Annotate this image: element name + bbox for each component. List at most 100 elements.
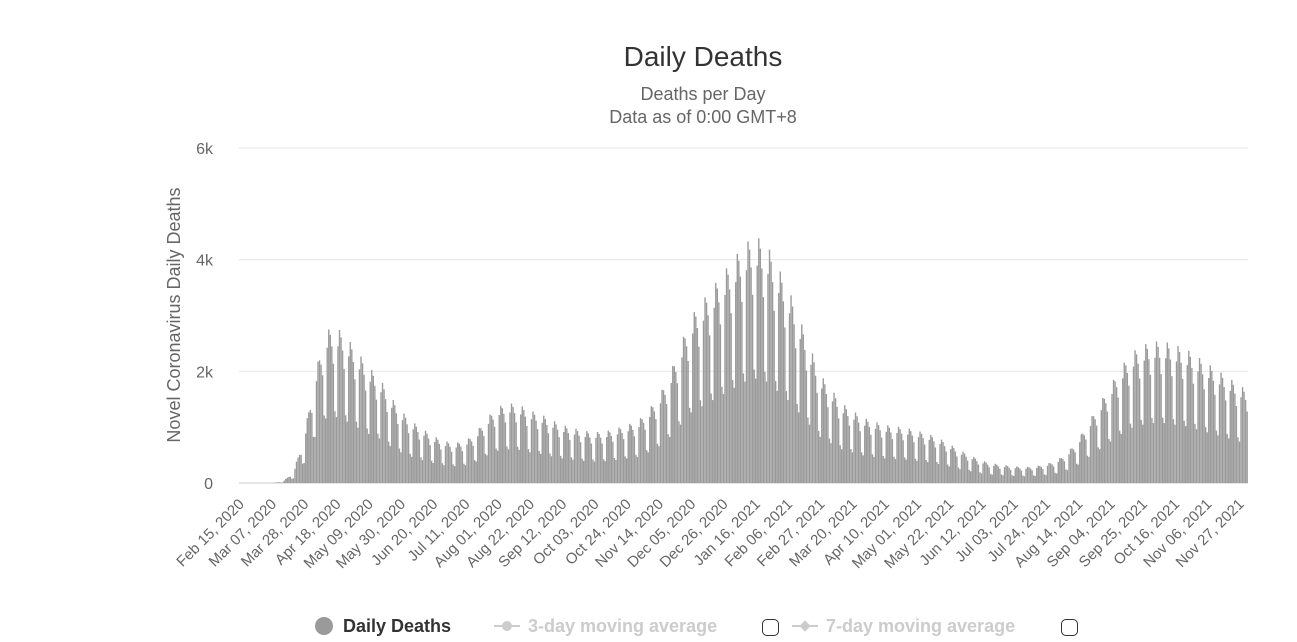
daily-deaths-bar[interactable] [435,437,437,483]
daily-deaths-bar[interactable] [1166,342,1168,483]
daily-deaths-bar[interactable] [927,462,929,483]
daily-deaths-bar[interactable] [750,267,752,483]
daily-deaths-bar[interactable] [315,381,318,483]
daily-deaths-bar[interactable] [837,418,840,483]
daily-deaths-bar[interactable] [374,385,376,483]
daily-deaths-bar[interactable] [841,449,843,483]
daily-deaths-bar[interactable] [466,444,468,483]
daily-deaths-bar[interactable] [979,472,981,483]
daily-deaths-bar[interactable] [1066,470,1069,483]
daily-deaths-bar[interactable] [900,433,903,483]
daily-deaths-bar[interactable] [862,455,864,483]
daily-deaths-bar[interactable] [652,407,654,483]
daily-deaths-bar[interactable] [308,412,310,483]
daily-deaths-bar[interactable] [1151,417,1153,483]
daily-deaths-bar[interactable] [615,459,617,483]
daily-deaths-bar[interactable] [991,474,993,483]
daily-deaths-bar[interactable] [962,451,964,483]
daily-deaths-bar[interactable] [529,452,531,483]
daily-deaths-bar[interactable] [335,416,338,483]
daily-deaths-bar[interactable] [524,416,527,483]
daily-deaths-bar[interactable] [695,316,697,484]
daily-deaths-bar[interactable] [914,458,917,483]
daily-deaths-bar[interactable] [847,416,849,483]
daily-deaths-bar[interactable] [905,459,907,483]
daily-deaths-bar[interactable] [828,438,831,484]
daily-deaths-bar[interactable] [595,437,597,483]
daily-deaths-bar[interactable] [880,437,883,483]
daily-deaths-bar[interactable] [283,480,285,483]
daily-deaths-bar[interactable] [965,456,967,483]
daily-deaths-bar[interactable] [685,346,688,483]
daily-deaths-bar[interactable] [1085,439,1087,483]
daily-deaths-bar[interactable] [1218,384,1221,483]
daily-deaths-bar[interactable] [759,248,762,483]
daily-deaths-bar[interactable] [1223,387,1225,483]
daily-deaths-bar[interactable] [764,371,766,483]
daily-deaths-bar[interactable] [609,432,611,483]
daily-deaths-bar[interactable] [859,431,861,483]
daily-deaths-bar[interactable] [1128,385,1130,483]
daily-deaths-bar[interactable] [383,389,385,483]
daily-deaths-bar[interactable] [923,444,926,483]
daily-deaths-bar[interactable] [1017,467,1020,483]
daily-deaths-bar[interactable] [950,449,952,483]
daily-deaths-bar[interactable] [844,405,846,483]
daily-deaths-bar[interactable] [665,404,668,483]
daily-deaths-bar[interactable] [1194,423,1196,483]
daily-deaths-bar[interactable] [836,406,838,483]
daily-deaths-bar[interactable] [407,433,410,483]
daily-deaths-bar[interactable] [953,447,955,483]
daily-deaths-bar[interactable] [1115,387,1118,483]
daily-deaths-bar[interactable] [1040,467,1043,483]
daily-deaths-bar[interactable] [294,468,296,483]
daily-deaths-bar[interactable] [406,424,408,483]
daily-deaths-bar[interactable] [839,445,841,483]
daily-deaths-bar[interactable] [798,412,800,483]
daily-deaths-bar[interactable] [1125,365,1127,483]
daily-deaths-bar[interactable] [409,453,411,483]
daily-deaths-bar[interactable] [325,418,327,483]
daily-deaths-bar[interactable] [891,439,894,483]
daily-deaths-bar[interactable] [392,400,394,483]
daily-deaths-bar[interactable] [400,452,402,483]
daily-deaths-bar[interactable] [397,423,399,483]
daily-deaths-bar[interactable] [1019,468,1021,483]
daily-deaths-bar[interactable] [699,400,702,483]
daily-deaths-bar[interactable] [326,347,328,483]
daily-deaths-bar[interactable] [467,438,470,483]
daily-deaths-bar[interactable] [584,436,586,483]
daily-deaths-bar[interactable] [509,412,511,483]
daily-deaths-bar[interactable] [1238,441,1241,483]
daily-deaths-bar[interactable] [540,453,542,483]
daily-deaths-bar[interactable] [480,428,482,483]
daily-deaths-bar[interactable] [1060,458,1063,483]
daily-deaths-bar[interactable] [404,417,407,483]
daily-deaths-bar[interactable] [678,421,680,483]
daily-deaths-bar[interactable] [630,425,632,483]
daily-deaths-bar[interactable] [599,437,602,483]
daily-deaths-bar[interactable] [884,458,886,483]
daily-deaths-bar[interactable] [917,437,920,483]
daily-deaths-bar[interactable] [681,357,683,483]
daily-deaths-bar[interactable] [343,368,345,483]
daily-deaths-bar[interactable] [957,467,960,483]
daily-deaths-bar[interactable] [773,310,775,483]
daily-deaths-bar[interactable] [1008,467,1010,483]
daily-deaths-bar[interactable] [282,482,284,483]
daily-deaths-bar[interactable] [688,407,691,483]
daily-deaths-bar[interactable] [641,419,643,483]
daily-deaths-bar[interactable] [1108,438,1110,483]
daily-deaths-bar[interactable] [372,375,374,483]
daily-deaths-bar[interactable] [973,456,975,483]
daily-deaths-bar[interactable] [415,426,417,483]
daily-deaths-bar[interactable] [877,425,880,483]
daily-deaths-bar[interactable] [1214,394,1216,483]
daily-deaths-bar[interactable] [928,439,930,483]
daily-deaths-bar[interactable] [1092,416,1095,483]
daily-deaths-bar[interactable] [570,457,573,483]
daily-deaths-bar[interactable] [311,412,313,483]
daily-deaths-bar[interactable] [642,422,645,483]
daily-deaths-bar[interactable] [1171,376,1173,483]
daily-deaths-bar[interactable] [1045,475,1047,483]
